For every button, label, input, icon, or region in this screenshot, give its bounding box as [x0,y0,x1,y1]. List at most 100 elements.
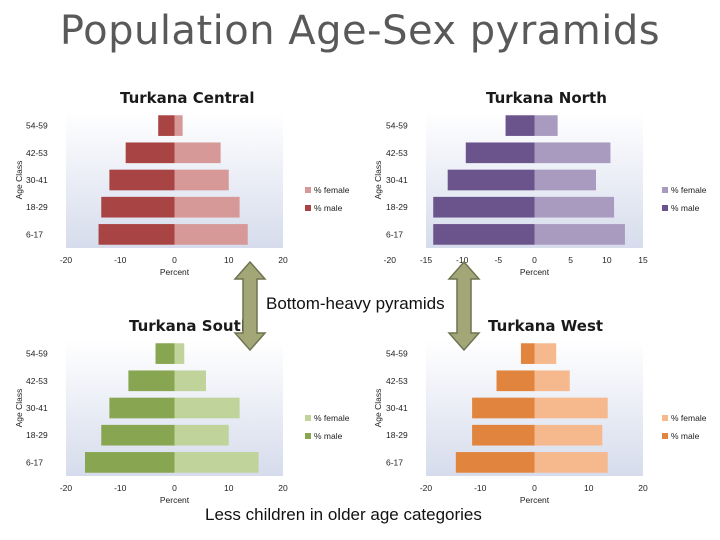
chart-title-west: Turkana West [488,317,604,335]
north-x-tick-label: 0 [532,255,537,265]
north-bar-female-30-41 [534,169,596,191]
south-bar-male-30-41 [109,397,175,419]
south-bar-female-54-59 [174,343,185,364]
north-bar-male-54-59 [505,115,535,136]
south-y-axis-title: Age Class [14,389,24,428]
west-bar-female-30-41 [534,397,608,419]
central-bar-female-6-17 [174,224,248,245]
south-x-tick-label: -10 [114,483,127,493]
south-category-label: 30-41 [26,403,48,413]
south-x-tick-label: 20 [278,483,288,493]
west-bar-female-6-17 [534,452,608,473]
north-category-label: 54-59 [386,121,408,131]
west-category-label: 18-29 [386,430,408,440]
central-bar-female-42-53 [174,142,221,164]
west-y-axis-title: Age Class [373,389,383,428]
chart-title-north: Turkana North [486,89,607,107]
central-category-label: 30-41 [26,175,48,185]
west-bar-male-54-59 [520,343,535,364]
north-bar-female-6-17 [534,224,625,245]
north-category-label: 18-29 [386,202,408,212]
central-bar-male-6-17 [98,224,175,245]
central-x-tick-label: 0 [172,255,177,265]
south-legend-label-female: % female [314,413,350,423]
central-x-tick-label: 20 [278,255,288,265]
west-legend-swatch-female [662,415,668,421]
west-bar-female-42-53 [534,370,570,392]
west-bar-male-30-41 [472,397,535,419]
central-category-label: 6-17 [26,229,43,239]
central-x-tick-label: 10 [224,255,234,265]
south-x-tick-label: -20 [60,483,73,493]
south-x-tick-label: 10 [224,483,234,493]
central-category-label: 42-53 [26,148,48,158]
north-x-tick-label: -20 [384,255,397,265]
north-x-tick-label: 15 [638,255,648,265]
west-x-tick-label: -10 [474,483,487,493]
west-legend-label-male: % male [671,431,700,441]
west-category-label: 6-17 [386,457,403,467]
west-category-label: 30-41 [386,403,408,413]
central-bar-male-18-29 [101,196,175,218]
north-bar-male-6-17 [433,224,535,245]
west-category-label: 54-59 [386,349,408,359]
central-bar-female-30-41 [174,169,229,191]
north-x-tick-label: -15 [420,255,433,265]
north-y-axis-title: Age Class [373,161,383,200]
north-bar-male-42-53 [465,142,535,164]
north-bar-female-54-59 [534,115,558,136]
north-category-label: 6-17 [386,229,403,239]
annotation-top: Bottom-heavy pyramids [266,294,445,313]
north-bar-female-18-29 [534,196,615,218]
west-x-tick-label: 10 [584,483,594,493]
south-legend-swatch-female [305,415,311,421]
double-arrow-left [233,260,267,352]
south-bar-male-6-17 [84,452,175,473]
west-bar-male-6-17 [455,452,535,473]
north-x-tick-label: 10 [602,255,612,265]
south-bar-female-18-29 [174,424,229,446]
north-legend-swatch-female [662,187,668,193]
central-bar-female-54-59 [174,115,183,136]
south-bar-male-18-29 [101,424,175,446]
central-y-axis-title: Age Class [14,161,24,200]
south-legend-swatch-male [305,433,311,439]
north-legend-label-male: % male [671,203,700,213]
central-category-label: 54-59 [26,121,48,131]
south-legend-label-male: % male [314,431,343,441]
south-category-label: 18-29 [26,430,48,440]
south-bar-male-54-59 [155,343,175,364]
central-bar-male-30-41 [109,169,175,191]
west-x-axis-title: Percent [520,495,550,505]
north-category-label: 30-41 [386,175,408,185]
central-bar-female-18-29 [174,196,240,218]
central-bar-male-42-53 [125,142,175,164]
north-bar-female-42-53 [534,142,611,164]
central-legend-swatch-male [305,205,311,211]
central-x-tick-label: -10 [114,255,127,265]
north-x-axis-title: Percent [520,267,550,277]
south-bar-female-42-53 [174,370,206,392]
annotation-bottom: Less children in older age categories [205,505,482,524]
north-legend-swatch-male [662,205,668,211]
south-x-axis-title: Percent [160,495,190,505]
north-legend-label-female: % female [671,185,707,195]
west-bar-male-42-53 [496,370,535,392]
west-x-tick-label: 20 [638,483,648,493]
south-bar-female-6-17 [174,452,259,473]
double-arrow-right [447,260,481,352]
north-x-tick-label: -5 [495,255,503,265]
central-bar-male-54-59 [158,115,175,136]
south-category-label: 54-59 [26,349,48,359]
south-bar-male-42-53 [128,370,175,392]
central-category-label: 18-29 [26,202,48,212]
west-x-tick-label: 0 [532,483,537,493]
north-x-tick-label: -10 [456,255,469,265]
west-bar-female-54-59 [534,343,557,364]
central-legend-label-male: % male [314,203,343,213]
west-bar-male-18-29 [472,424,535,446]
chart-title-south: Turkana South [129,317,252,335]
north-x-tick-label: 5 [568,255,573,265]
west-x-tick-label: -20 [420,483,433,493]
